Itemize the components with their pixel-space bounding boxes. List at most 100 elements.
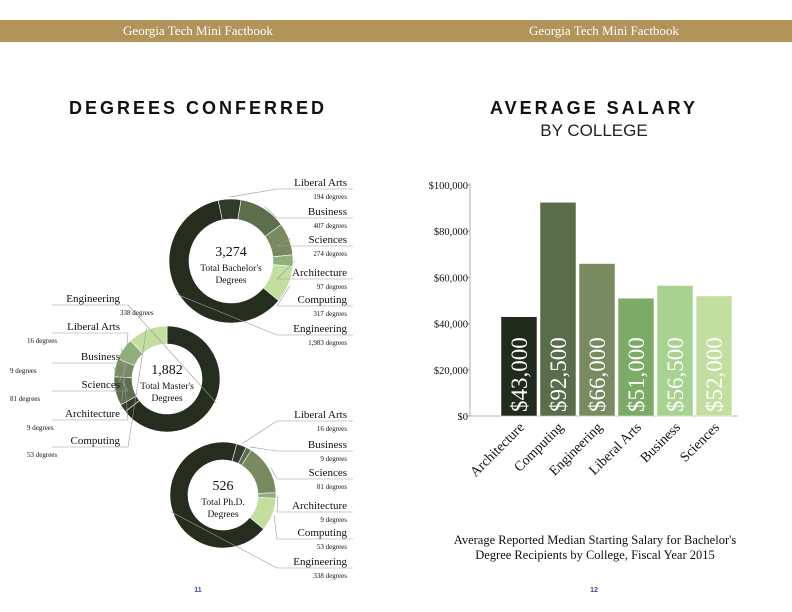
bar-engineering (578, 263, 616, 417)
callout-name: Business (81, 351, 120, 363)
callout-count: 9 degrees (320, 516, 347, 524)
callout-count: 16 degrees (27, 337, 57, 345)
callout-count: 9 degrees (320, 455, 347, 463)
callout-count: 16 degrees (317, 425, 347, 433)
callout-count: 81 degrees (317, 483, 347, 491)
callout-count: 407 degrees (313, 222, 347, 230)
right-page-heading: AVERAGE SALARY (489, 98, 699, 118)
bar-liberal-arts (617, 297, 655, 417)
degrees-donut-charts: 3,274 Total Bachelor's Degrees Liberal Arts… (10, 177, 353, 580)
donut-bachelors: 3,274 Total Bachelor's Degrees Liberal Arts… (168, 177, 353, 347)
leader-line (113, 367, 129, 392)
bar-value-label: $52,000 (702, 337, 727, 412)
callout-name: Engineering (293, 556, 347, 568)
left-page-heading: DEGREES CONFERRED (68, 98, 328, 118)
leader-line (273, 515, 278, 540)
donut-label-line1: Total Master's (140, 382, 194, 392)
callout-count: 194 degrees (313, 193, 347, 201)
callout-computing: Computing 53 degrees (27, 327, 147, 459)
leader-line (276, 238, 291, 247)
right-page-number: 12 (590, 587, 598, 594)
right-header-title: Georgia Tech Mini Factbook (529, 23, 679, 38)
salary-chart-caption: Average Reported Median Starting Salary … (400, 533, 790, 563)
callout-count: 9 degrees (10, 367, 37, 375)
callout-name: Architecture (65, 408, 120, 420)
callout-architecture: Architecture 9 degrees (276, 495, 353, 524)
y-tick-label: $80,000 (434, 227, 468, 238)
bar-architecture (500, 316, 538, 417)
slice-engineering (168, 199, 280, 324)
y-tick-label: $20,000 (434, 366, 468, 377)
y-axis: $0 $20,000 $40,000 $60,000 $80,000 $100,000 (429, 181, 471, 423)
leader-line (127, 327, 147, 448)
leader-line (176, 293, 278, 336)
donut-label-line2: Degrees (151, 394, 182, 404)
right-page-subheading: BY COLLEGE (540, 121, 648, 140)
callout-business: Business 9 degrees (249, 439, 353, 463)
caption-line-1: Average Reported Median Starting Salary … (453, 533, 737, 547)
callout-count: 9 degrees (27, 424, 54, 432)
callout-name: Engineering (293, 323, 347, 335)
left-page-number: 11 (194, 587, 202, 594)
bar-value-label: $56,500 (663, 337, 688, 412)
callout-sciences: Sciences 81 degrees (270, 467, 353, 491)
x-tick-label: Sciences (678, 420, 723, 465)
donut-phd: 526 Total Ph.D. Degrees Liberal Arts 16 degr… (169, 409, 353, 580)
header-band (0, 20, 792, 42)
callout-sciences: Sciences 81 degrees (10, 367, 129, 403)
callout-count: 338 degrees (120, 309, 154, 317)
leader-line (113, 362, 129, 392)
bar-value-label: $92,500 (546, 337, 571, 412)
callout-computing: Computing 317 degrees (276, 285, 353, 318)
leader-line (276, 495, 279, 513)
leader-line (276, 285, 291, 307)
donut-label-line2: Degrees (215, 276, 246, 286)
y-tick-label: $40,000 (434, 320, 468, 331)
callout-business: Business 9 degrees (10, 351, 129, 392)
callout-count: 81 degrees (10, 395, 40, 403)
callout-name: Business (308, 439, 347, 451)
leader-line (127, 304, 217, 404)
callout-liberal-arts: Liberal Arts 194 degrees (229, 177, 353, 201)
leader-line (242, 420, 278, 444)
callout-name: Computing (70, 435, 120, 447)
callout-count: 53 degrees (317, 543, 347, 551)
leader-line (120, 332, 129, 410)
donut-total: 526 (213, 479, 234, 494)
callout-engineering: Engineering 1,983 degrees (176, 293, 353, 347)
salary-bar-chart: $0 $20,000 $40,000 $60,000 $80,000 $100,000 $4… (429, 181, 738, 480)
callout-count: 53 degrees (27, 451, 57, 459)
donut-total: 1,882 (151, 363, 183, 378)
callout-count: 97 degrees (317, 283, 347, 291)
bar-sciences (695, 295, 733, 417)
donut-label-line1: Total Bachelor's (200, 264, 262, 274)
callout-name: Computing (297, 294, 347, 306)
leader-line (170, 511, 278, 569)
caption-line-2: Degree Recipients by College, Fiscal Yea… (475, 548, 715, 562)
callout-name: Computing (297, 527, 347, 539)
leader-line (264, 206, 278, 219)
donut-label-line1: Total Ph.D. (201, 498, 244, 508)
leader-line (249, 446, 278, 452)
callout-liberal-arts: Liberal Arts 16 degrees (242, 409, 353, 444)
bar-computing (539, 202, 577, 417)
slice-computing (130, 325, 168, 355)
callout-name: Architecture (292, 500, 347, 512)
callout-sciences: Sciences 274 degrees (276, 234, 353, 258)
callout-name: Sciences (309, 467, 347, 479)
bar-value-label: $43,000 (507, 337, 532, 412)
callout-count: 274 degrees (313, 250, 347, 258)
callout-name: Business (308, 206, 347, 218)
bar-business (656, 285, 694, 417)
callout-name: Liberal Arts (67, 321, 120, 333)
leader-line (276, 260, 296, 280)
leader-line (121, 347, 129, 421)
y-tick-label: $60,000 (434, 273, 468, 284)
callout-liberal-arts: Liberal Arts 16 degrees (27, 321, 129, 410)
bar-value-label: $51,000 (624, 337, 649, 412)
slice-engineering (169, 441, 265, 549)
slice-sciences (241, 449, 277, 494)
y-tick-label: $0 (458, 412, 469, 423)
